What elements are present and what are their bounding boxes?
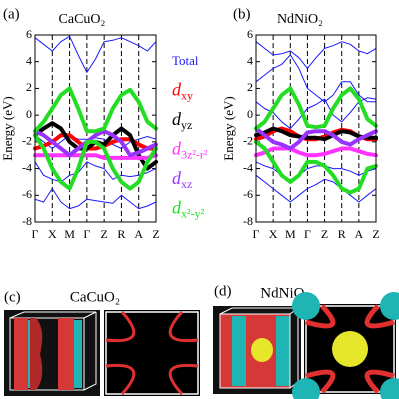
panel-title: CaCuO₂ — [70, 289, 120, 305]
fermi-surface-2d — [292, 292, 399, 399]
y-tick-label: -2 — [22, 134, 32, 148]
y-tick-label: 0 — [247, 107, 253, 121]
legend-entry: d3z²-r² — [172, 139, 208, 162]
x-tick-label: Γ — [253, 227, 260, 241]
panel-label: (a) — [3, 6, 20, 22]
y-axis-title: Energy (eV) — [0, 96, 15, 160]
y-tick-label: -6 — [243, 187, 253, 201]
legend-entry: dxy — [172, 80, 193, 103]
y-tick-label: -6 — [22, 187, 32, 201]
x-tick-label: R — [117, 227, 125, 241]
x-tick-label: Γ — [32, 227, 39, 241]
fat-band — [254, 126, 378, 142]
total-band — [255, 174, 377, 203]
x-tick-label: R — [338, 227, 346, 241]
y-tick-label: -4 — [22, 160, 32, 174]
x-tick-label: Z — [372, 227, 379, 241]
fat-band — [33, 86, 158, 134]
panel-label: (d) — [214, 283, 232, 299]
legend-entry: dyz — [172, 109, 192, 132]
legend-entry: dx²-y² — [172, 198, 205, 221]
fat-band — [254, 146, 378, 158]
fat-band — [33, 133, 158, 151]
x-tick-label: A — [134, 227, 143, 241]
panel-label: (c) — [4, 289, 21, 305]
legend-entry: dxz — [172, 168, 192, 191]
x-tick-label: Γ — [304, 227, 311, 241]
fat-band — [254, 126, 378, 151]
total-band — [255, 41, 377, 69]
fat-band — [254, 139, 378, 195]
y-tick-label: 6 — [26, 27, 32, 41]
fermi-surface-2d — [104, 310, 200, 396]
x-tick-label: M — [64, 227, 75, 241]
x-tick-label: Z — [321, 227, 328, 241]
panel-title: NdNiO₂ — [277, 12, 323, 27]
fat-band — [33, 153, 158, 160]
y-axis-title: Energy (eV) — [221, 96, 236, 160]
plot-frame — [255, 34, 377, 223]
x-tick-label: X — [269, 227, 278, 241]
y-tick-label: 4 — [26, 53, 32, 67]
y-tick-label: -4 — [243, 160, 253, 174]
x-tick-label: Z — [100, 227, 107, 241]
y-tick-label: 2 — [247, 80, 253, 94]
x-tick-label: M — [285, 227, 296, 241]
y-tick-label: -8 — [22, 214, 32, 228]
total-band — [34, 161, 157, 183]
fat-band — [33, 129, 158, 158]
y-tick-label: -8 — [243, 214, 253, 228]
y-tick-label: 4 — [247, 53, 253, 67]
total-band — [255, 54, 377, 103]
total-band — [34, 188, 157, 210]
y-tick-label: 2 — [26, 80, 32, 94]
total-band — [255, 161, 377, 183]
x-tick-label: A — [355, 227, 364, 241]
x-tick-label: Z — [152, 227, 159, 241]
plot-frame — [34, 34, 157, 223]
panel-label: (b) — [233, 6, 251, 22]
legend-entry: Total — [172, 53, 199, 68]
x-tick-label: Γ — [83, 227, 90, 241]
panel-title: CaCuO₂ — [59, 12, 106, 27]
fat-band — [33, 133, 158, 191]
fat-band — [254, 86, 378, 131]
y-tick-label: -2 — [243, 134, 253, 148]
y-tick-label: 6 — [247, 27, 253, 41]
fermi-surface-3d — [4, 310, 100, 396]
y-tick-label: 0 — [26, 107, 32, 121]
total-band — [255, 97, 377, 129]
fermi-surface-3d — [213, 306, 301, 394]
total-band — [34, 35, 157, 73]
x-tick-label: X — [48, 227, 57, 241]
